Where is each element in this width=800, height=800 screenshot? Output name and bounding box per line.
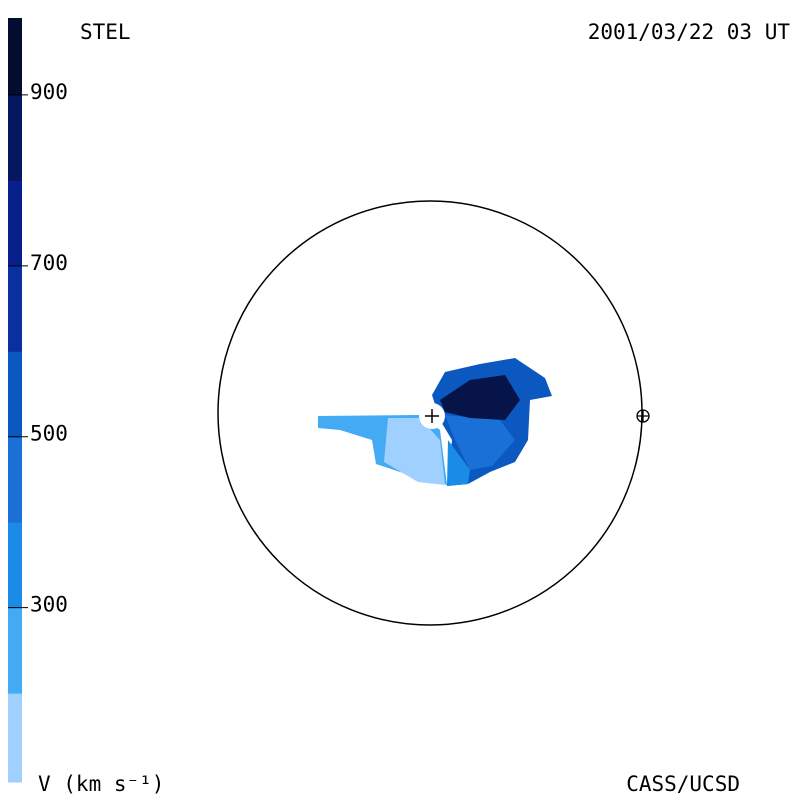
earth-marker <box>636 409 650 423</box>
sun-marker <box>425 409 439 423</box>
region <box>440 375 520 420</box>
colorbar-level <box>8 436 22 523</box>
earth-cross <box>637 410 649 422</box>
timestamp: 2001/03/22 03 UT <box>588 20 791 44</box>
colorbar: 300 500 700 900 <box>8 18 68 783</box>
colorbar-label: V (km s⁻¹) <box>38 772 164 796</box>
region <box>447 440 470 486</box>
colorbar-level <box>8 18 22 96</box>
colorbar-level <box>8 94 22 181</box>
colorbar-level <box>8 693 22 783</box>
colorbar-level <box>8 265 22 352</box>
title: STEL <box>80 20 131 44</box>
orbit-circle <box>217 200 643 626</box>
region <box>445 415 515 470</box>
tick-label: 500 <box>30 422 68 446</box>
tick-label: 300 <box>30 593 68 617</box>
colorbar-level <box>8 351 22 438</box>
colorbar-level <box>8 607 22 694</box>
colorbar-level <box>8 522 22 609</box>
credit: CASS/UCSD <box>626 772 740 796</box>
velocity-map <box>318 358 552 486</box>
tick-label: 900 <box>30 80 68 104</box>
region <box>384 418 445 485</box>
colorbar-level <box>8 180 22 267</box>
tick-label: 700 <box>30 251 68 275</box>
